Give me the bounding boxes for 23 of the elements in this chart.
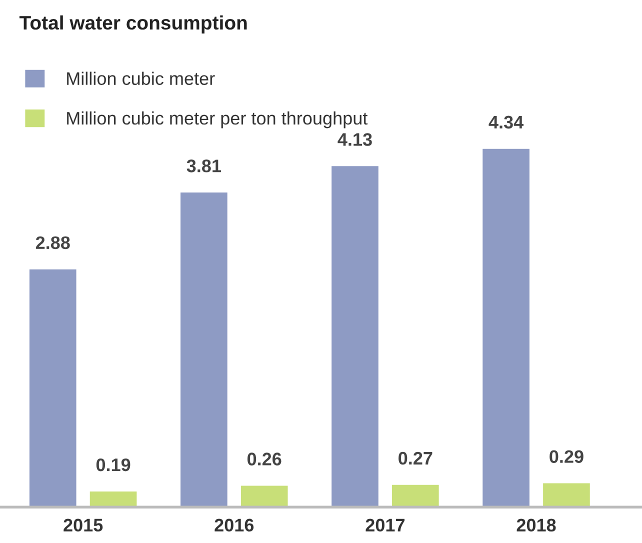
bar [543,483,590,508]
chart-title: Total water consumption [19,15,247,34]
x-tick-label: 2017 [366,518,404,532]
data-label: 0.26 [248,452,282,466]
bar [332,166,378,508]
legend-label: Million cubic meter per ton throughput [67,111,368,128]
data-label: 4.34 [488,116,524,129]
x-tick-label: 2015 [64,518,103,532]
data-label: 0.19 [96,458,130,472]
x-tick-label: 2016 [214,518,254,532]
data-label: 2.88 [36,236,70,250]
bar [240,486,288,508]
bar [180,192,228,508]
bar [392,484,439,508]
bar [482,148,530,508]
bar [90,491,137,508]
data-label: 4.13 [338,133,372,146]
legend-label: Million cubic meter [67,72,215,85]
x-tick-label: 2018 [516,518,556,532]
data-label: 3.81 [186,160,221,172]
bar [29,269,76,508]
data-label: 0.27 [398,452,432,465]
data-label: 0.29 [550,450,584,463]
